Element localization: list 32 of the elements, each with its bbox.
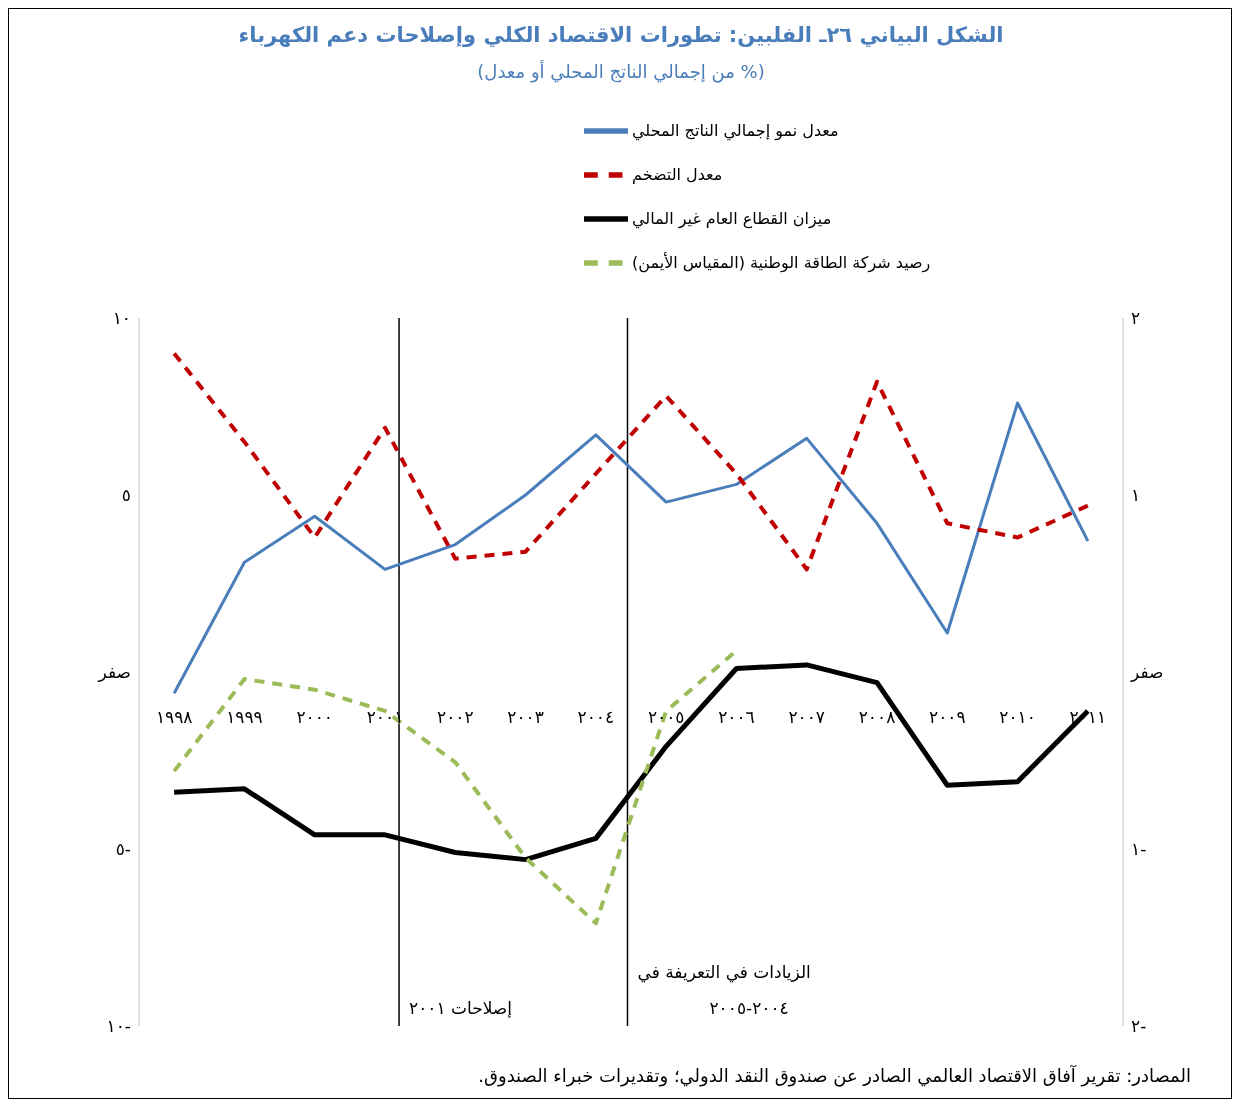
- y2-tick-label: صفر: [1130, 662, 1164, 683]
- y2-tick-label: ١: [1131, 485, 1141, 506]
- y-tick-label: صفر: [97, 662, 131, 683]
- chart-title: الشكل البياني ٢٦ـ الفلبين: تطورات الاقتصاد الكلي وإصلاحات دعم الكهرباء: [237, 23, 1005, 47]
- legend-label: معدل التضخم: [632, 164, 723, 184]
- legend-label: معدل نمو إجمالي الناتج المحلي: [632, 120, 839, 140]
- x-tick-label: ٢٠٠٤: [577, 706, 615, 727]
- text: المصادر: تقرير آفاق الاقتصاد العالمي الصادر عن صندوق النقد الدولي؛ وتقديرات خبراء الصندوق.: [478, 1065, 1191, 1086]
- x-tick-label: ٢٠٠٩: [929, 706, 966, 727]
- x-tick-label: ١٩٩٩: [226, 706, 263, 727]
- y2-tick-label: ٢-: [1131, 1016, 1147, 1037]
- x-tick-label: ٢٠٠٦: [718, 706, 755, 727]
- ref-line-label: الزيادات في التعريفة في ٢٠٠٤-٢٠٠٥: [637, 962, 811, 1018]
- x-tick-label: ٢٠٠٢: [437, 706, 474, 727]
- line-series: [172, 351, 1090, 572]
- y2-tick-label: ١-: [1131, 839, 1147, 860]
- x-tick-label: ١٩٩٨: [155, 706, 193, 727]
- legend-label: ميزان القطاع العام غير المالي: [632, 208, 832, 228]
- y-tick-label: ١٠-: [106, 1016, 131, 1037]
- y-tick-label: ١٠: [112, 308, 131, 329]
- line-series: [172, 401, 1090, 695]
- x-tick-label: ٢٠٠٨: [858, 706, 896, 727]
- x-tick-label: ٢٠١٠: [999, 706, 1036, 727]
- legend-label: رصيد شركة الطاقة الوطنية (المقياس الأيمن): [632, 252, 931, 272]
- y-tick-label: ٥: [121, 485, 131, 506]
- y2-tick-label: ٢: [1131, 308, 1141, 329]
- ref-line-label: إصلاحات ٢٠٠١: [409, 998, 512, 1018]
- y-tick-label: ٥-: [115, 839, 131, 860]
- x-tick-label: ٢٠٠٣: [507, 706, 544, 727]
- x-tick-label: ٢٠٠٧: [788, 706, 825, 727]
- x-tick-label: ٢٠٠٠: [296, 706, 333, 727]
- chart-subtitle: (% من إجمالي الناتج المحلي أو معدل): [476, 61, 766, 82]
